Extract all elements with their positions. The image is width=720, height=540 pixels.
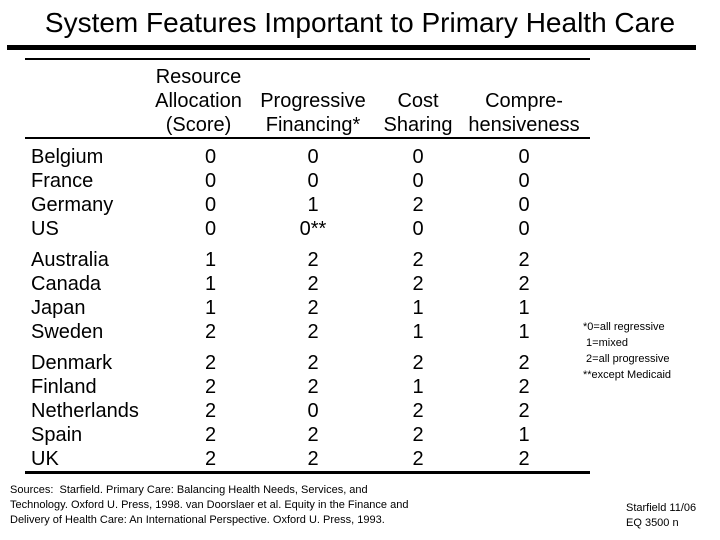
cell-comprehensiveness: 2 bbox=[518, 376, 530, 398]
header-comprehensiveness: Compre- hensiveness bbox=[468, 90, 580, 136]
cell-resource-allocation: 0 bbox=[204, 170, 217, 192]
cell-progressive-financing: 0** bbox=[299, 218, 327, 240]
cell-cost-sharing: 2 bbox=[412, 448, 424, 470]
cell-country: Japan bbox=[31, 297, 86, 319]
header-progressive-financing: Progressive Financing* bbox=[260, 90, 366, 136]
cell-progressive-financing: 1 bbox=[307, 194, 319, 216]
cell-cost-sharing: 0 bbox=[412, 146, 424, 168]
country-group-3: Denmark 2 2 2 2 Finland 2 2 1 2 Netherla… bbox=[25, 351, 590, 471]
table-row-netherlands: Netherlands 2 0 2 2 bbox=[25, 399, 590, 423]
cell-progressive-financing: 0 bbox=[307, 400, 319, 422]
cell-resource-allocation: 0 bbox=[204, 218, 217, 240]
table-row-sweden: Sweden 2 2 1 1 bbox=[25, 320, 590, 344]
table-header-row: Resource Allocation (Score) Progressive … bbox=[25, 60, 590, 139]
cell-country: Spain bbox=[31, 424, 83, 446]
cell-comprehensiveness: 2 bbox=[518, 400, 530, 422]
header-cost-sharing: Cost Sharing bbox=[383, 90, 453, 136]
cell-country: Denmark bbox=[31, 352, 113, 374]
cell-cost-sharing: 2 bbox=[412, 194, 424, 216]
cell-comprehensiveness: 1 bbox=[518, 424, 530, 446]
cell-cost-sharing: 1 bbox=[412, 321, 424, 343]
cell-country: Sweden bbox=[31, 321, 104, 343]
features-table: Resource Allocation (Score) Progressive … bbox=[25, 58, 590, 474]
table-row-spain: Spain 2 2 2 1 bbox=[25, 423, 590, 447]
cell-progressive-financing: 2 bbox=[307, 352, 319, 374]
table-row-denmark: Denmark 2 2 2 2 bbox=[25, 351, 590, 375]
slide-title: System Features Important to Primary Hea… bbox=[44, 7, 676, 38]
table-row-uk: UK 2 2 2 2 bbox=[25, 447, 590, 471]
cell-resource-allocation: 1 bbox=[204, 273, 217, 295]
cell-cost-sharing: 1 bbox=[412, 376, 424, 398]
cell-comprehensiveness: 0 bbox=[518, 194, 530, 216]
cell-progressive-financing: 0 bbox=[307, 170, 319, 192]
table-row-us: US 0 0** 0 0 bbox=[25, 217, 590, 241]
cell-cost-sharing: 1 bbox=[412, 297, 424, 319]
cell-country: Canada bbox=[31, 273, 102, 295]
cell-progressive-financing: 0 bbox=[307, 146, 319, 168]
cell-country: US bbox=[31, 218, 59, 240]
cell-comprehensiveness: 2 bbox=[518, 352, 530, 374]
cell-country: Australia bbox=[31, 249, 109, 271]
title-rule bbox=[7, 45, 696, 50]
cell-resource-allocation: 2 bbox=[204, 424, 217, 446]
header-resource-allocation: Resource Allocation (Score) bbox=[155, 66, 242, 136]
cell-progressive-financing: 2 bbox=[307, 273, 319, 295]
cell-progressive-financing: 2 bbox=[307, 448, 319, 470]
cell-comprehensiveness: 1 bbox=[518, 297, 530, 319]
cell-resource-allocation: 1 bbox=[204, 297, 217, 319]
cell-country: Netherlands bbox=[31, 400, 139, 422]
table-row-australia: Australia 1 2 2 2 bbox=[25, 248, 590, 272]
table-row-france: France 0 0 0 0 bbox=[25, 169, 590, 193]
cell-comprehensiveness: 2 bbox=[518, 249, 530, 271]
cell-resource-allocation: 2 bbox=[204, 376, 217, 398]
cell-cost-sharing: 2 bbox=[412, 400, 424, 422]
cell-comprehensiveness: 0 bbox=[518, 218, 530, 240]
cell-country: France bbox=[31, 170, 94, 192]
cell-comprehensiveness: 0 bbox=[518, 146, 530, 168]
cell-resource-allocation: 2 bbox=[204, 448, 217, 470]
financing-legend-note: *0=all regressive 1=mixed 2=all progress… bbox=[583, 321, 672, 381]
cell-comprehensiveness: 0 bbox=[518, 170, 530, 192]
table-row-japan: Japan 1 2 1 1 bbox=[25, 296, 590, 320]
cell-cost-sharing: 2 bbox=[412, 273, 424, 295]
table-row-belgium: Belgium 0 0 0 0 bbox=[25, 145, 590, 169]
cell-progressive-financing: 2 bbox=[307, 249, 319, 271]
table-row-canada: Canada 1 2 2 2 bbox=[25, 272, 590, 296]
cell-comprehensiveness: 2 bbox=[518, 448, 530, 470]
cell-progressive-financing: 2 bbox=[307, 321, 319, 343]
header-country-spacer bbox=[25, 65, 160, 137]
table-row-germany: Germany 0 1 2 0 bbox=[25, 193, 590, 217]
cell-country: Germany bbox=[31, 194, 114, 216]
cell-progressive-financing: 2 bbox=[307, 424, 319, 446]
credit-note: Starfield 11/06 EQ 3500 n bbox=[626, 502, 697, 529]
cell-resource-allocation: 0 bbox=[204, 194, 217, 216]
cell-cost-sharing: 2 bbox=[412, 424, 424, 446]
cell-country: Finland bbox=[31, 376, 97, 398]
cell-resource-allocation: 2 bbox=[204, 400, 217, 422]
cell-progressive-financing: 2 bbox=[307, 297, 319, 319]
country-group-1: Belgium 0 0 0 0 France 0 0 0 0 Germany 0… bbox=[25, 145, 590, 241]
country-group-2: Australia 1 2 2 2 Canada 1 2 2 2 Japan 1… bbox=[25, 248, 590, 344]
table-body: Belgium 0 0 0 0 France 0 0 0 0 Germany 0… bbox=[25, 139, 590, 471]
cell-progressive-financing: 2 bbox=[307, 376, 319, 398]
cell-country: Belgium bbox=[31, 146, 104, 168]
cell-country: UK bbox=[31, 448, 59, 470]
sources-note: Sources: Starfield. Primary Care: Balanc… bbox=[10, 484, 409, 526]
cell-cost-sharing: 0 bbox=[412, 170, 424, 192]
cell-comprehensiveness: 2 bbox=[518, 273, 530, 295]
cell-cost-sharing: 2 bbox=[412, 352, 424, 374]
cell-resource-allocation: 1 bbox=[204, 249, 217, 271]
cell-resource-allocation: 0 bbox=[204, 146, 217, 168]
cell-resource-allocation: 2 bbox=[204, 321, 217, 343]
cell-comprehensiveness: 1 bbox=[518, 321, 530, 343]
cell-resource-allocation: 2 bbox=[204, 352, 217, 374]
table-row-finland: Finland 2 2 1 2 bbox=[25, 375, 590, 399]
cell-cost-sharing: 2 bbox=[412, 249, 424, 271]
cell-cost-sharing: 0 bbox=[412, 218, 424, 240]
